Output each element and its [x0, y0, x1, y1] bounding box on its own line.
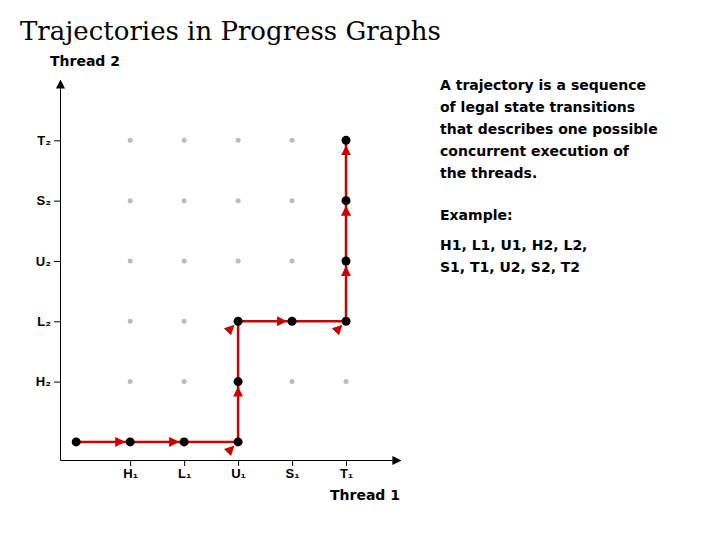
- tick-mark: [54, 382, 60, 383]
- trajectory-point: [180, 437, 189, 446]
- tick-label: T₂: [37, 133, 51, 148]
- annotation: Example:: [440, 207, 513, 223]
- grid-dot: [236, 198, 241, 203]
- tick: S₂: [37, 193, 60, 208]
- chart: H₁ L₁ U₁ S₁ T₁ H₂ L₂ U₂ S₂ T₂ Thread 1 Thread 2 Traj…: [0, 0, 720, 540]
- tick-label: T₁: [340, 466, 353, 481]
- trajectory-point: [234, 377, 243, 386]
- tick-mark: [292, 460, 293, 466]
- grid-dot: [290, 138, 295, 143]
- annotation-line: A trajectory is a sequence: [440, 77, 646, 93]
- annotation-line: Example:: [440, 207, 513, 223]
- tick-label: H₂: [36, 374, 51, 389]
- x-axis-label: Thread 1: [330, 487, 400, 503]
- grid-dot: [182, 258, 187, 263]
- tick-mark: [184, 460, 185, 466]
- annotation-line: S1, T1, U2, S2, T2: [440, 259, 580, 275]
- tick-label: U₁: [231, 466, 246, 481]
- grid-dot: [182, 379, 187, 384]
- annotation-line: the threads.: [440, 165, 537, 181]
- grid-dot: [290, 198, 295, 203]
- tick-mark: [346, 460, 347, 466]
- trajectory-point: [342, 256, 351, 265]
- tick-mark: [238, 460, 239, 466]
- tick: L₂: [37, 314, 60, 329]
- annotation-line: that describes one possible: [440, 121, 658, 137]
- annotation-line: H1, L1, U1, H2, L2,: [440, 237, 587, 253]
- grid-dot: [236, 138, 241, 143]
- trajectory-point: [342, 196, 351, 205]
- tick-mark: [54, 201, 60, 202]
- tick-label: H₁: [123, 466, 138, 481]
- grid-dot: [182, 138, 187, 143]
- tick-label: S₂: [37, 193, 52, 208]
- grid-dot: [128, 198, 133, 203]
- trajectory-point: [234, 437, 243, 446]
- annotation: A trajectory is a sequence of legal state…: [440, 77, 658, 181]
- plot: H₁ L₁ U₁ S₁ T₁ H₂ L₂ U₂ S₂ T₂ Thread 1 Thread 2: [36, 53, 401, 503]
- tick-label: L₂: [37, 314, 51, 329]
- grid-dot: [128, 319, 133, 324]
- grid-dot: [290, 258, 295, 263]
- axis-line: [61, 460, 401, 461]
- tick: T₂: [37, 133, 60, 148]
- tick: U₂: [36, 254, 60, 269]
- grid-dot: [290, 379, 295, 384]
- plot-area: [72, 136, 351, 447]
- tick-mark: [54, 321, 60, 322]
- tick-label: U₂: [36, 254, 51, 269]
- tick-label: S₁: [286, 466, 300, 481]
- annotation-line: of legal state transitions: [440, 99, 635, 115]
- trajectory-point: [126, 437, 135, 446]
- trajectory-point: [342, 317, 351, 326]
- tick: S₁: [286, 460, 300, 481]
- trajectory: [76, 140, 346, 442]
- x-axis: H₁ L₁ U₁ S₁ T₁: [61, 460, 401, 481]
- tick: H₂: [36, 374, 60, 389]
- tick: T₁: [340, 460, 353, 481]
- grid-dot: [182, 198, 187, 203]
- grid-dot: [344, 379, 349, 384]
- annotation: H1, L1, U1, H2, L2, S1, T1, U2, S2, T2: [440, 237, 587, 275]
- tick-mark: [54, 261, 60, 262]
- grid-dot: [128, 379, 133, 384]
- trajectory-point: [342, 136, 351, 145]
- tick: U₁: [231, 460, 246, 481]
- trajectory-point: [288, 317, 297, 326]
- annotation-line: concurrent execution of: [440, 143, 630, 159]
- y-axis-label: Thread 2: [50, 53, 120, 69]
- trajectory-point: [72, 437, 81, 446]
- y-axis: H₂ L₂ U₂ S₂ T₂: [36, 81, 61, 461]
- tick: H₁: [123, 460, 138, 481]
- tick: L₁: [178, 460, 191, 481]
- grid-dot: [182, 319, 187, 324]
- tick-label: L₁: [178, 466, 191, 481]
- grid-dot: [236, 258, 241, 263]
- tick-mark: [130, 460, 131, 466]
- title: Trajectories in Progress Graphs: [20, 16, 441, 46]
- grid-dot: [128, 138, 133, 143]
- tick-mark: [54, 140, 60, 141]
- trajectory-point: [234, 317, 243, 326]
- grid-dot: [128, 258, 133, 263]
- axis-line: [60, 81, 61, 461]
